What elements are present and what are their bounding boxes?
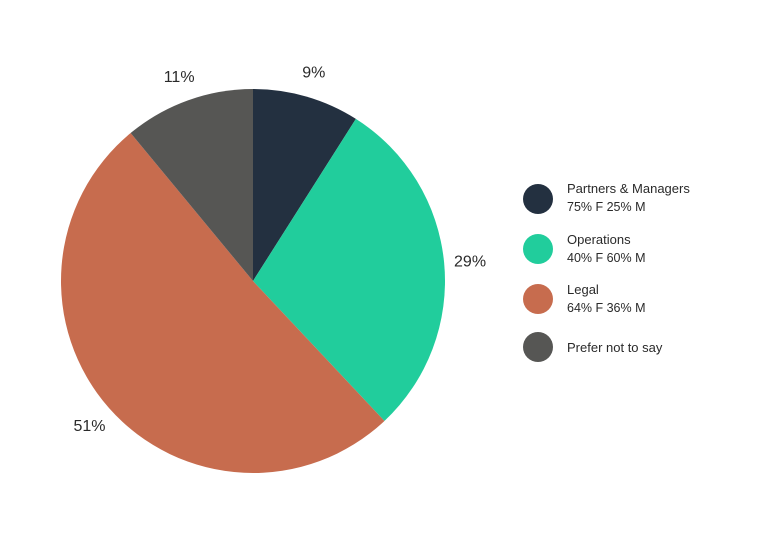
legend-item-partners-managers: Partners & Managers 75% F 25% M [523, 180, 753, 230]
legend-text-legal: Legal 64% F 36% M [567, 281, 646, 317]
legend-title: Prefer not to say [567, 340, 663, 355]
chart-legend: Partners & Managers 75% F 25% M Operatio… [523, 180, 753, 380]
legend-text-prefer-not-to-say: Prefer not to say [567, 339, 662, 357]
pie-slice-partners-managers [253, 89, 356, 281]
legend-text-partners-managers: Partners & Managers 75% F 25% M [567, 180, 690, 216]
legend-title: Partners & Managers [567, 181, 690, 196]
legend-item-operations: Operations 40% F 60% M [523, 230, 753, 280]
pie-slice-operations [253, 118, 445, 421]
pie-slice-prefer-not-to-say [130, 89, 253, 281]
legend-subtitle: 75% F 25% M [567, 200, 646, 214]
pie-percent-label: 9% [302, 65, 325, 82]
legend-swatch-partners-managers [523, 184, 553, 214]
legend-item-legal: Legal 64% F 36% M [523, 280, 753, 330]
legend-title: Operations [567, 232, 631, 247]
pie-slice-legal [60, 133, 385, 474]
legend-title: Legal [567, 282, 599, 297]
pie-percent-label: 51% [73, 418, 105, 435]
legend-subtitle: 40% F 60% M [567, 251, 646, 265]
legend-text-operations: Operations 40% F 60% M [567, 231, 646, 267]
legend-swatch-legal [523, 284, 553, 314]
pie-percent-label: 29% [454, 253, 486, 270]
legend-item-prefer-not-to-say: Prefer not to say [523, 330, 753, 380]
pie-percent-label: 11% [164, 69, 195, 86]
legend-swatch-operations [523, 234, 553, 264]
legend-swatch-prefer-not-to-say [523, 332, 553, 362]
legend-subtitle: 64% F 36% M [567, 301, 646, 315]
